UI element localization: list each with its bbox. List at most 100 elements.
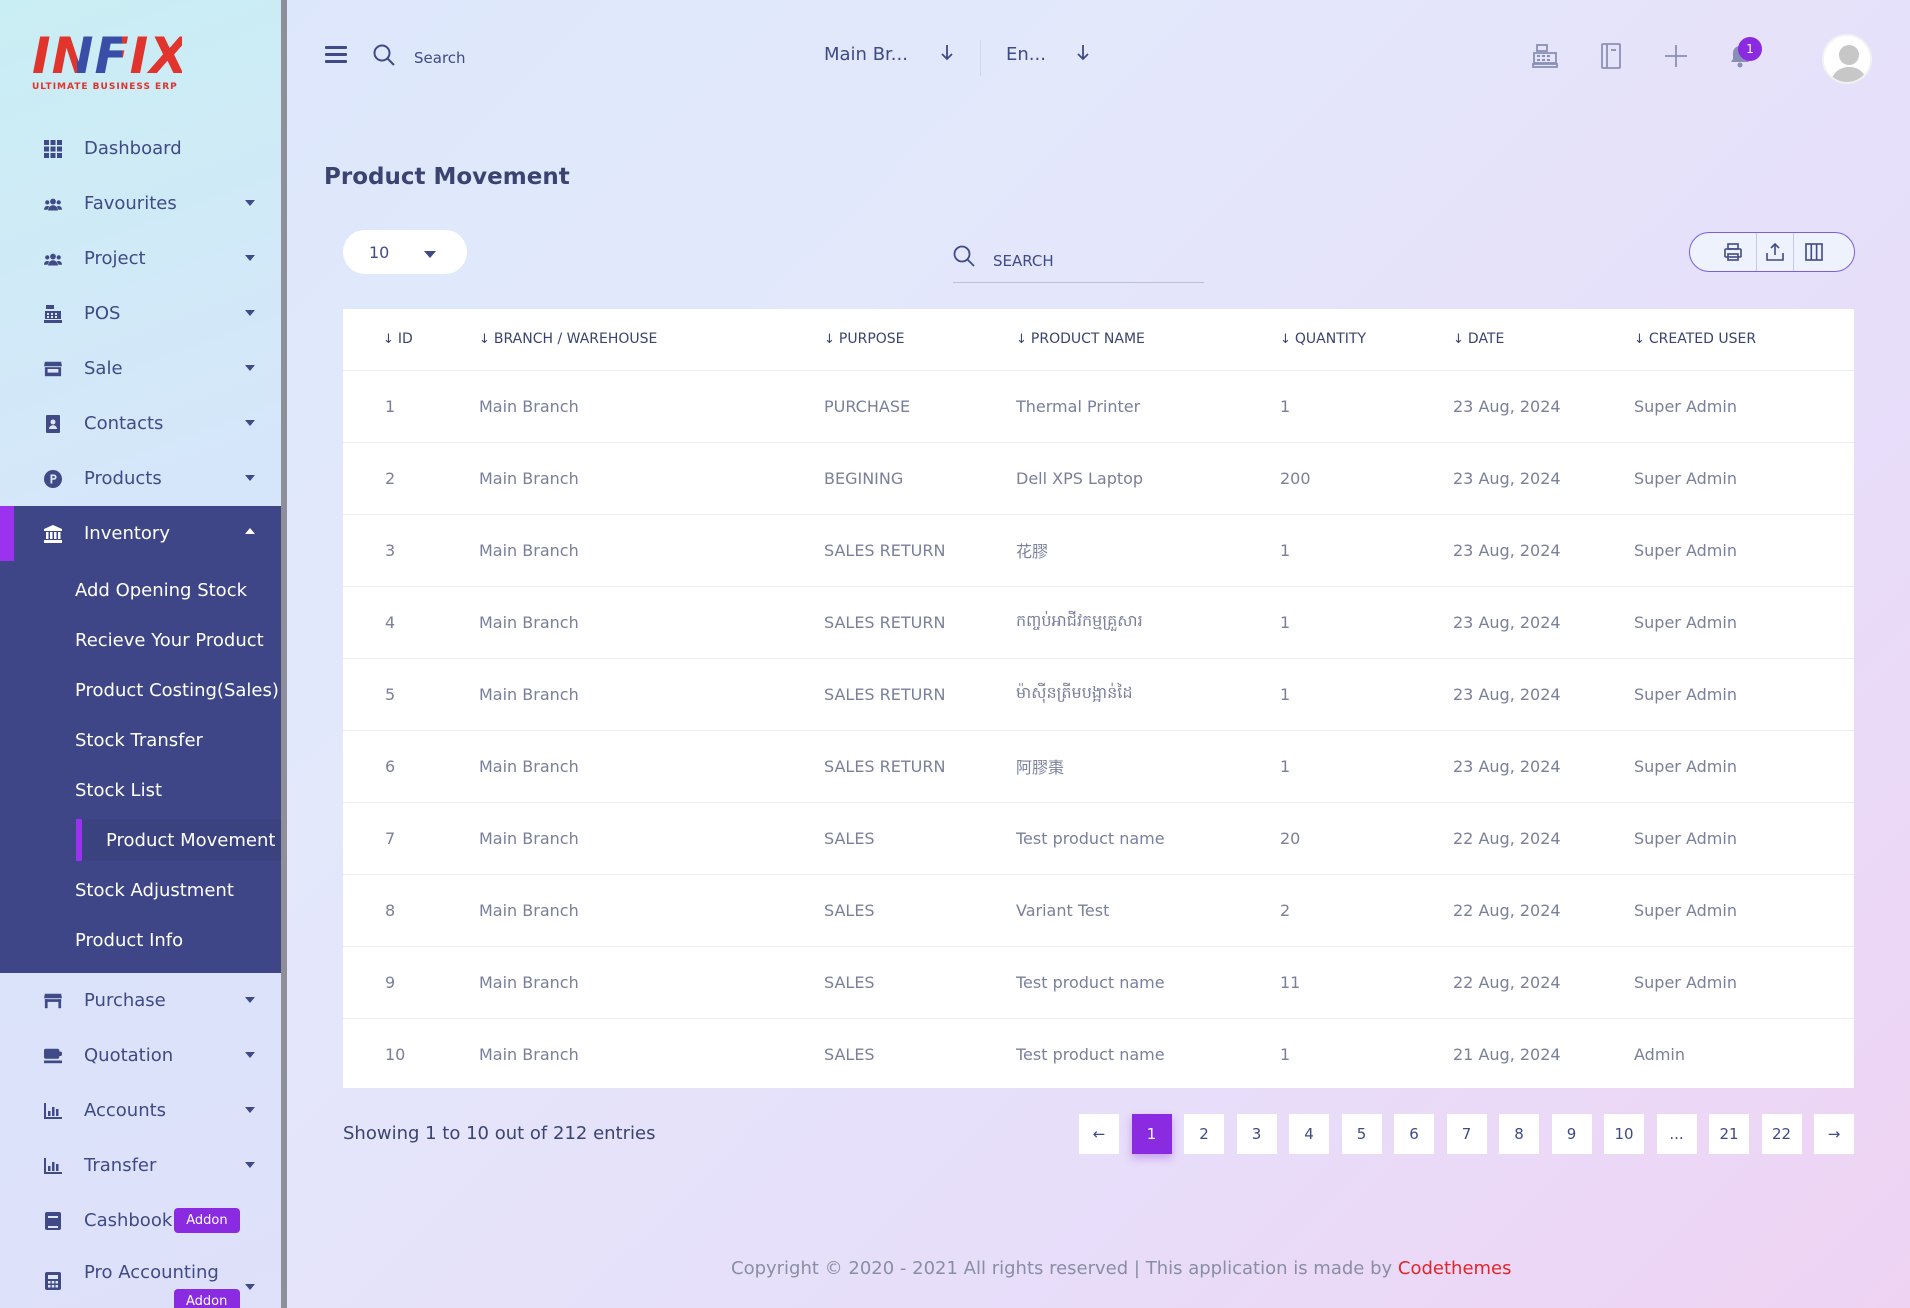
- table-row[interactable]: 5 Main Branch SALES RETURN ម៉ាស៊ីនត្រីមបង្អ…: [343, 658, 1854, 731]
- cell-date: 23 Aug, 2024: [1453, 370, 1634, 443]
- table-row[interactable]: 6 Main Branch SALES RETURN 阿膠棗 1 23 Aug, 2024…: [343, 730, 1854, 803]
- sidebar-item-contacts[interactable]: Contacts: [0, 396, 281, 451]
- cell-purpose: SALES: [824, 874, 1016, 947]
- users-icon: [44, 250, 62, 268]
- page-button[interactable]: 22: [1761, 1114, 1802, 1154]
- submenu-product-movement[interactable]: Product Movement: [0, 815, 281, 865]
- column-header-branch[interactable]: ↓ BRANCH / WAREHOUSE: [479, 309, 824, 371]
- page-button[interactable]: 8: [1499, 1114, 1539, 1154]
- sidebar-item-project[interactable]: Project: [0, 231, 281, 286]
- table-search-input[interactable]: [953, 240, 1204, 283]
- export-button[interactable]: [1757, 232, 1793, 272]
- page-button[interactable]: 4: [1289, 1114, 1329, 1154]
- table-row[interactable]: 8 Main Branch SALES Variant Test 2 22 Aug, 20…: [343, 874, 1854, 947]
- cell-date: 22 Aug, 2024: [1453, 874, 1634, 947]
- hamburger-line: [325, 60, 347, 63]
- arrow-down-icon[interactable]: [940, 44, 954, 67]
- cell-purpose: SALES RETURN: [824, 586, 1016, 659]
- sidebar-item-label: Purchase: [84, 990, 166, 1011]
- cell-product-name: 阿膠棗: [1016, 730, 1280, 803]
- table-row[interactable]: 9 Main Branch SALES Test product name 11 22 A…: [343, 946, 1854, 1019]
- caret-down-icon[interactable]: [424, 251, 436, 258]
- prev-page-button[interactable]: ←: [1079, 1114, 1119, 1154]
- table-row[interactable]: 1 Main Branch PURCHASE Thermal Printer 1 23 A…: [343, 370, 1854, 443]
- cell-created-user: Super Admin: [1634, 658, 1854, 731]
- sidebar-item-pos[interactable]: POS: [0, 286, 281, 341]
- sidebar-item-pro-accounting[interactable]: Pro Accounting Addon: [0, 1248, 281, 1308]
- table-row[interactable]: 3 Main Branch SALES RETURN 花膠 1 23 Aug, 2024 S…: [343, 514, 1854, 587]
- page-button[interactable]: 6: [1394, 1114, 1434, 1154]
- sidebar-item-favourites[interactable]: Favourites: [0, 176, 281, 231]
- cell-product-name: Thermal Printer: [1016, 370, 1280, 443]
- footer-brand-link[interactable]: Codethemes: [1397, 1258, 1512, 1279]
- column-header-label: PURPOSE: [838, 331, 905, 348]
- sidebar-scrollbar[interactable]: [281, 0, 287, 1308]
- caret-down-icon: [245, 1107, 255, 1113]
- submenu-recieve-your-product[interactable]: Recieve Your Product: [0, 615, 281, 665]
- page-ellipsis[interactable]: ...: [1656, 1114, 1697, 1154]
- column-header-product-name[interactable]: ↓ PRODUCT NAME: [1016, 309, 1280, 371]
- branch-select[interactable]: Main Br...: [824, 44, 908, 65]
- notification-count-badge: 1: [1738, 37, 1762, 61]
- page-button[interactable]: 3: [1236, 1114, 1277, 1154]
- footer-text: Copyright © 2020 - 2021 All rights reser…: [731, 1258, 1398, 1279]
- avatar[interactable]: [1822, 34, 1872, 84]
- sidebar-item-cashbook[interactable]: Cashbook Addon: [0, 1193, 281, 1248]
- sidebar-item-sale[interactable]: Sale: [0, 341, 281, 396]
- notebook-icon[interactable]: [1595, 40, 1627, 72]
- page-button[interactable]: 1: [1131, 1114, 1172, 1154]
- next-page-button[interactable]: →: [1814, 1114, 1854, 1154]
- cell-quantity: 1: [1280, 514, 1453, 587]
- app-logo[interactable]: INFIX ULTIMATE BUSINESS ERP: [32, 30, 188, 94]
- sidebar-item-dashboard[interactable]: Dashboard: [0, 121, 281, 176]
- page-button[interactable]: 5: [1341, 1114, 1382, 1154]
- arrow-down-icon[interactable]: [1076, 44, 1090, 67]
- submenu-stock-transfer[interactable]: Stock Transfer: [0, 715, 281, 765]
- sidebar-item-label: Cashbook: [84, 1210, 173, 1231]
- column-header-date[interactable]: ↓ DATE: [1453, 309, 1634, 371]
- page-button[interactable]: 10: [1604, 1114, 1644, 1154]
- column-header-label: CREATED USER: [1648, 331, 1757, 348]
- sidebar-item-label: Transfer: [84, 1155, 157, 1176]
- submenu-product-info[interactable]: Product Info: [0, 915, 281, 965]
- sidebar-item-quotation[interactable]: Quotation: [0, 1028, 281, 1083]
- cell-date: 23 Aug, 2024: [1453, 730, 1634, 803]
- product-p-icon: [44, 469, 62, 488]
- header-search-input[interactable]: [402, 40, 782, 76]
- column-visibility-button[interactable]: [1794, 232, 1834, 272]
- submenu-stock-list[interactable]: Stock List: [0, 765, 281, 815]
- sidebar-item-transfer[interactable]: Transfer: [0, 1138, 281, 1193]
- page-button[interactable]: 7: [1446, 1114, 1487, 1154]
- submenu-stock-adjustment[interactable]: Stock Adjustment: [0, 865, 281, 915]
- hamburger-icon: [325, 46, 347, 49]
- language-select[interactable]: En...: [1006, 44, 1046, 65]
- table-row[interactable]: 10 Main Branch SALES Test product name 1 21 A…: [343, 1018, 1854, 1090]
- table-row[interactable]: 2 Main Branch BEGINING Dell XPS Laptop 200 23…: [343, 442, 1854, 515]
- print-button[interactable]: [1710, 232, 1756, 272]
- caret-down-icon: [245, 1284, 255, 1290]
- page-button[interactable]: 9: [1551, 1114, 1592, 1154]
- column-header-created-user[interactable]: ↓ CREATED USER: [1634, 309, 1854, 371]
- search-icon[interactable]: [372, 43, 396, 71]
- sidebar-item-label: POS: [84, 303, 121, 324]
- page-length-select[interactable]: 10: [343, 230, 467, 274]
- column-header-quantity[interactable]: ↓ QUANTITY: [1280, 309, 1453, 371]
- sidebar-item-purchase[interactable]: Purchase: [0, 973, 281, 1028]
- sidebar-item-accounts[interactable]: Accounts: [0, 1083, 281, 1138]
- table-row[interactable]: 7 Main Branch SALES Test product name 20 22 A…: [343, 802, 1854, 875]
- sidebar-item-label: Pro Accounting: [84, 1262, 219, 1283]
- table-row[interactable]: 4 Main Branch SALES RETURN កញ្ចប់អាជីវកម្មគ…: [343, 586, 1854, 659]
- page-button[interactable]: 2: [1184, 1114, 1224, 1154]
- plus-icon[interactable]: [1660, 40, 1692, 72]
- column-header-label: QUANTITY: [1294, 331, 1367, 348]
- submenu-label: Stock Adjustment: [75, 879, 234, 901]
- column-header-purpose[interactable]: ↓ PURPOSE: [824, 309, 1016, 371]
- column-header-id[interactable]: ↓ ID: [343, 309, 479, 371]
- sidebar-item-inventory[interactable]: Inventory: [0, 506, 281, 561]
- menu-toggle-button[interactable]: [325, 46, 347, 64]
- submenu-product-costing[interactable]: Product Costing(Sales): [0, 665, 281, 715]
- pos-register-icon[interactable]: [1529, 40, 1561, 72]
- submenu-add-opening-stock[interactable]: Add Opening Stock: [0, 565, 281, 615]
- sidebar-item-products[interactable]: Products: [0, 451, 281, 506]
- page-button[interactable]: 21: [1709, 1114, 1749, 1154]
